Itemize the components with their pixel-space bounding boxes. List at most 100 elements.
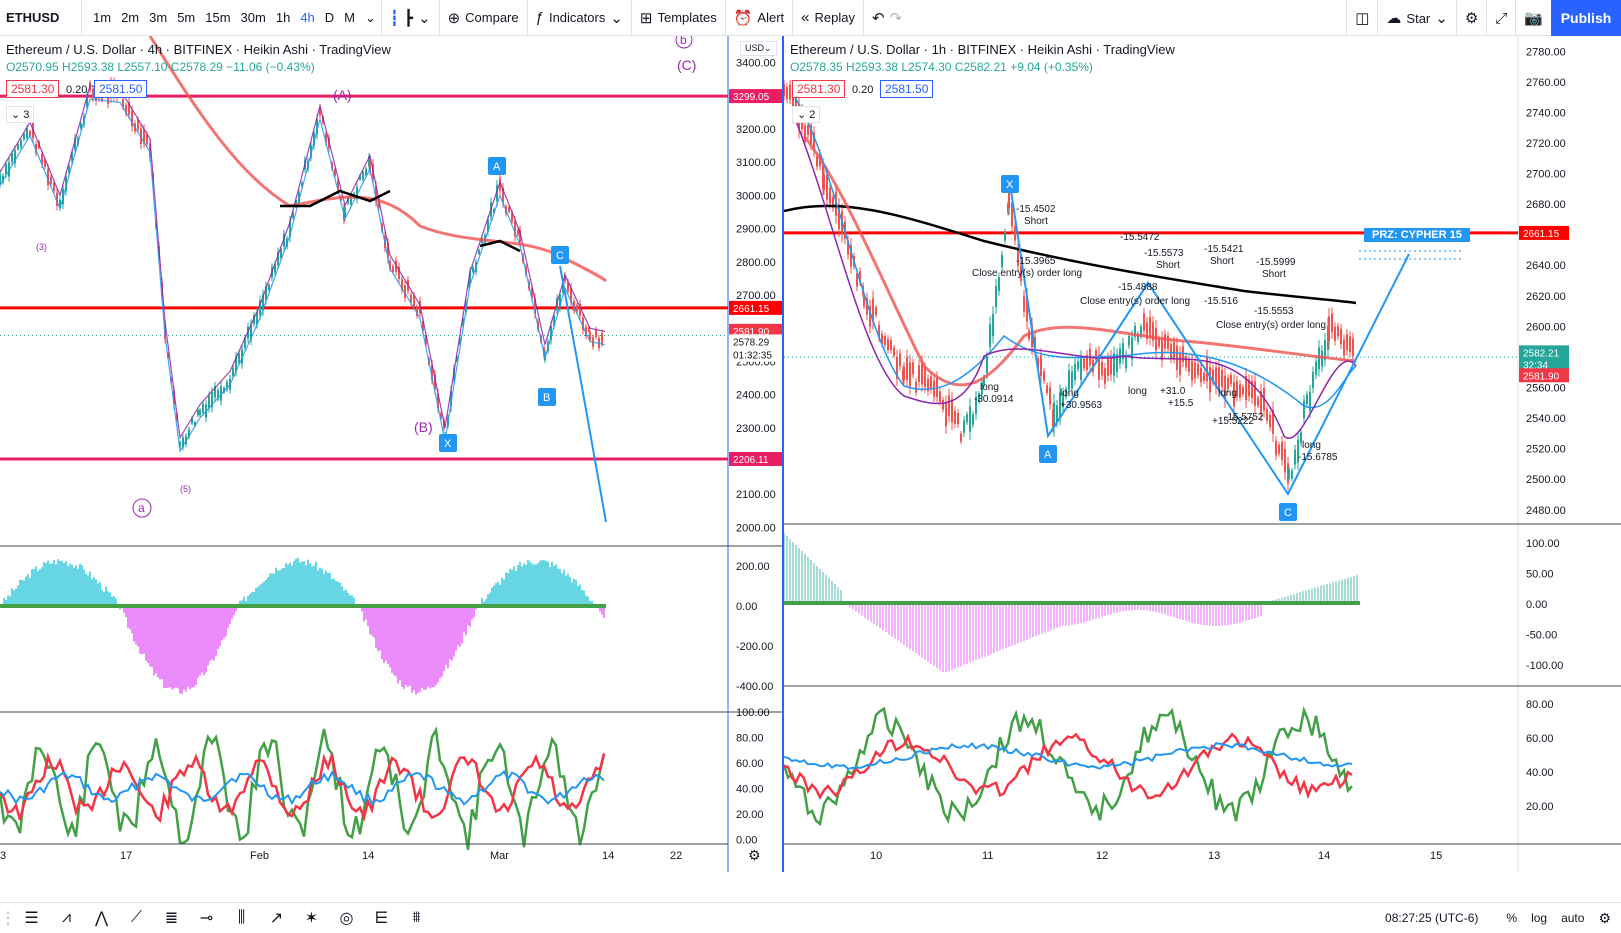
- templates-button[interactable]: ⊞ Templates: [632, 0, 726, 36]
- compare-button[interactable]: ⊕ Compare: [440, 0, 528, 36]
- layout-icon: ◫: [1355, 9, 1369, 27]
- right-bid-box[interactable]: 2581.30: [792, 80, 845, 98]
- price-tick: 2640.00: [1526, 260, 1566, 272]
- candle-body: [1197, 364, 1199, 375]
- fib-icon[interactable]: ≣: [154, 908, 189, 928]
- star-button[interactable]: ☁ Star ⌄: [1378, 0, 1456, 36]
- snapshot-button[interactable]: 📷: [1516, 0, 1551, 36]
- publish-button[interactable]: Publish: [1551, 0, 1621, 36]
- trade-annotation: -15.5421: [1204, 244, 1244, 255]
- log-toggle[interactable]: log: [1531, 911, 1547, 925]
- alert-button[interactable]: ⏰ Alert: [726, 0, 793, 36]
- symbol-search[interactable]: ETHUSD: [0, 0, 82, 36]
- price-tag-text: 2661.15: [1523, 229, 1560, 240]
- osc-tick: 50.00: [1526, 569, 1554, 581]
- candle-body: [1023, 296, 1025, 312]
- channel-icon[interactable]: ⋿: [364, 908, 399, 928]
- pattern-icon[interactable]: ⩘: [49, 909, 84, 927]
- replay-label: Replay: [815, 10, 855, 25]
- candle-body: [1161, 338, 1163, 360]
- candle-body: [1221, 370, 1223, 387]
- left-chart[interactable]: 3400.003300.003200.003100.003000.002900.…: [0, 36, 782, 872]
- elliott-icon[interactable]: ⋀: [84, 908, 119, 928]
- candle-body: [238, 353, 240, 362]
- candle-body: [1340, 329, 1342, 344]
- tf-M[interactable]: M: [339, 0, 360, 36]
- time-tick: Mar: [490, 850, 509, 862]
- tf-5m[interactable]: 5m: [172, 0, 200, 36]
- left-ask-box[interactable]: 2581.50: [94, 80, 147, 98]
- hline-icon[interactable]: ⊸: [189, 908, 224, 928]
- lines-icon[interactable]: ☰: [14, 908, 49, 928]
- settings-button[interactable]: ⚙: [1457, 0, 1487, 36]
- left-chart-canvas[interactable]: 3400.003300.003200.003100.003000.002900.…: [0, 36, 782, 872]
- trade-annotation: +15.5: [1168, 398, 1194, 409]
- candle-body: [1352, 338, 1354, 355]
- time-tick: 15: [1430, 850, 1442, 862]
- tf-30m[interactable]: 30m: [236, 0, 271, 36]
- undo-icon[interactable]: ↶: [872, 9, 885, 27]
- indicators-button[interactable]: ƒ Indicators ⌄: [528, 0, 632, 36]
- right-ask-box[interactable]: 2581.50: [880, 80, 933, 98]
- candle-body: [595, 329, 597, 337]
- trendline-icon[interactable]: ⟋: [119, 909, 154, 927]
- right-chart-canvas[interactable]: 2780.002760.002740.002720.002700.002680.…: [784, 36, 1621, 872]
- fullscreen-button[interactable]: ⤢: [1487, 0, 1516, 36]
- trade-annotation: -15.5472: [1120, 232, 1160, 243]
- candle-body: [1143, 313, 1145, 330]
- pattern-label-X: X: [444, 438, 452, 450]
- tf-2m[interactable]: 2m: [116, 0, 144, 36]
- candle-body: [1046, 385, 1048, 393]
- price-tick: 2100.00: [736, 489, 776, 501]
- right-ohlc: O2578.35 H2593.38 L2574.30 C2582.21 +9.0…: [790, 60, 1093, 74]
- price-tag-text: 3299.05: [733, 92, 770, 103]
- candle-body: [1281, 442, 1283, 460]
- tf-1m[interactable]: 1m: [88, 0, 116, 36]
- left-indicator-toggle[interactable]: ⌄ 3: [6, 106, 34, 123]
- candle-body: [969, 406, 971, 431]
- indicators-icon: ƒ: [536, 9, 544, 26]
- xabcd-icon[interactable]: ✶: [294, 908, 329, 928]
- left-bid-box[interactable]: 2581.30: [6, 80, 59, 98]
- chevron-down-icon[interactable]: ⌄: [360, 0, 381, 36]
- settings-icon[interactable]: ⚙: [1598, 910, 1611, 927]
- auto-toggle[interactable]: auto: [1561, 911, 1584, 925]
- pattern-label-X: X: [1006, 179, 1014, 191]
- percent-toggle[interactable]: %: [1506, 911, 1517, 925]
- rsi-tick: 40.00: [1526, 767, 1554, 779]
- measure-icon[interactable]: ⩩: [399, 909, 434, 927]
- candle-body: [576, 305, 578, 312]
- tf-1h[interactable]: 1h: [271, 0, 295, 36]
- symbol-label: ETHUSD: [6, 10, 59, 25]
- price-tick: 2700.00: [736, 290, 776, 302]
- clock-time[interactable]: 08:27:25 (UTC-6): [1385, 911, 1478, 925]
- right-spread: 0.20: [852, 84, 873, 96]
- candle-body: [1049, 387, 1051, 404]
- bars-pattern-icon[interactable]: ⫼: [224, 909, 259, 927]
- right-indicator-toggle[interactable]: ⌄ 2: [792, 106, 820, 123]
- candle-body: [1291, 471, 1293, 479]
- trade-annotation: long: [1128, 386, 1147, 397]
- redo-icon[interactable]: ↷: [890, 9, 903, 27]
- candle-body: [1306, 394, 1308, 404]
- currency-selector[interactable]: USD⌄: [740, 41, 777, 56]
- replay-button[interactable]: « Replay: [793, 0, 864, 36]
- price-tick: 2400.00: [736, 390, 776, 402]
- candle-body: [1176, 345, 1178, 370]
- ray-icon[interactable]: ↗: [259, 908, 294, 928]
- layout-button[interactable]: ◫: [1346, 0, 1378, 36]
- tf-3m[interactable]: 3m: [144, 0, 172, 36]
- tf-15m[interactable]: 15m: [200, 0, 235, 36]
- gann-icon[interactable]: ◎: [329, 908, 364, 928]
- tf-D[interactable]: D: [320, 0, 339, 36]
- candle-body: [1331, 314, 1333, 333]
- chart-type-button[interactable]: ┇ ┣ ⌄: [382, 0, 440, 36]
- bottom-right-group: 08:27:25 (UTC-6) % log auto ⚙: [1385, 903, 1611, 933]
- candle-body: [823, 175, 825, 190]
- trade-annotation: -15.5573: [1144, 248, 1184, 259]
- time-tick: 14: [1318, 850, 1330, 862]
- price-tag-text: 2578.29: [733, 337, 770, 348]
- candle-body: [350, 198, 352, 205]
- tf-4h[interactable]: 4h: [295, 0, 319, 36]
